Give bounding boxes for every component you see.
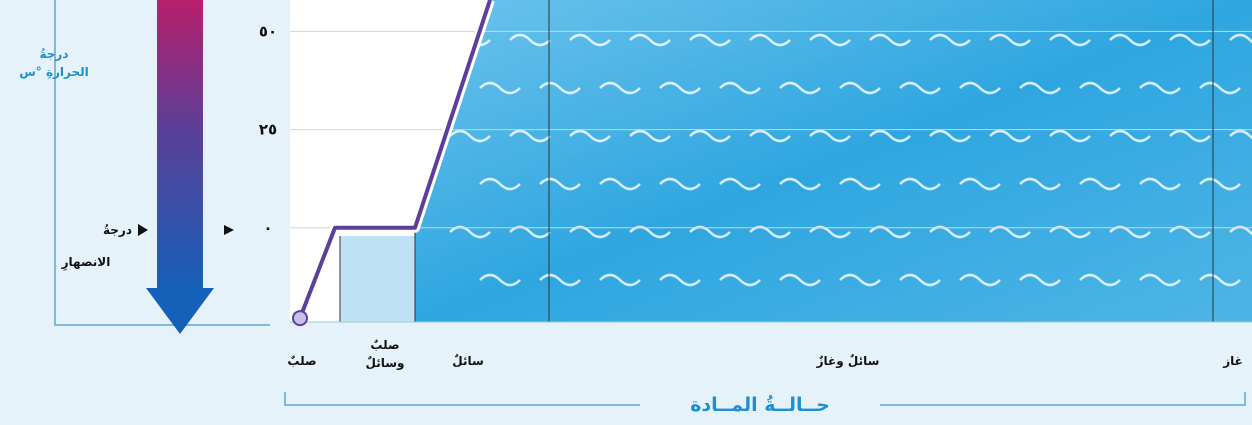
wave (1169, 129, 1211, 143)
wave (1109, 33, 1151, 47)
wave (1199, 81, 1241, 95)
wave (719, 273, 761, 287)
wave (719, 177, 761, 191)
wave (929, 129, 971, 143)
title-bg (640, 395, 880, 417)
wave (1049, 129, 1091, 143)
curve-start (292, 310, 308, 327)
ice-region (340, 236, 415, 322)
pointer (224, 225, 234, 235)
wave (629, 129, 671, 143)
x-tick-label: صلبٌ (287, 354, 317, 368)
wave (959, 273, 1001, 287)
melting-label: درجةُ الانصهارِ (40, 221, 132, 271)
wave (899, 81, 941, 95)
curve (298, 0, 492, 319)
wave (869, 129, 911, 143)
y-label-line: درجةُ (39, 47, 69, 61)
wave (479, 177, 521, 191)
wave (569, 129, 611, 143)
wave (1169, 33, 1211, 47)
wave (689, 129, 731, 143)
wave (959, 177, 1001, 191)
melting-label-line: الانصهارِ (61, 255, 111, 269)
wave (1049, 33, 1091, 47)
wave (659, 273, 701, 287)
wave (1229, 129, 1252, 140)
wave (1139, 177, 1181, 191)
wave (1139, 81, 1181, 95)
wave (989, 129, 1031, 143)
wave (1079, 177, 1121, 191)
wave (869, 33, 911, 47)
wave (1229, 33, 1252, 44)
wave (1139, 273, 1181, 287)
y-label: درجةُ الحرارةِ °س (0, 45, 108, 81)
wave (779, 177, 821, 191)
wave (719, 81, 761, 95)
wave (899, 273, 941, 287)
wave (749, 33, 791, 47)
wave (749, 129, 791, 143)
wave (989, 33, 1031, 47)
x-tick-label: غاز (1223, 354, 1243, 368)
wave (689, 33, 731, 47)
wave (1109, 129, 1151, 143)
wave (839, 81, 881, 95)
wave (599, 81, 641, 95)
melting-label-line: درجةُ (103, 223, 132, 237)
y-label-line: الحرارةِ °س (19, 65, 89, 79)
x-tick-label: سائلٌ (452, 354, 484, 368)
x-tick-label: صلبٌ وسائلٌ (365, 338, 405, 370)
temperature-arrow-head (146, 288, 214, 334)
wave (509, 33, 551, 47)
wave (1019, 273, 1061, 287)
wave (779, 81, 821, 95)
wave (959, 81, 1001, 95)
wave (929, 33, 971, 47)
wave (599, 273, 641, 287)
x-axis-title: حــالــةُ المــادة (690, 394, 830, 416)
wave (1079, 273, 1121, 287)
wave (1199, 177, 1241, 191)
wave (449, 33, 491, 47)
wave (899, 177, 941, 191)
wave (629, 33, 671, 47)
wave (539, 177, 581, 191)
wave (479, 81, 521, 95)
wave (479, 273, 521, 287)
y-tick-label: ٢٥ (259, 121, 277, 139)
wave (569, 33, 611, 47)
wave (1019, 177, 1061, 191)
wave (659, 177, 701, 191)
wave (809, 129, 851, 143)
wave (839, 177, 881, 191)
wave (839, 273, 881, 287)
bracket (54, 0, 270, 326)
wave (1019, 81, 1061, 95)
wave (809, 33, 851, 47)
y-tick-label: ٥٠ (259, 22, 277, 40)
x-tick-label: سائلٌ وغازٌ (816, 354, 880, 368)
wave (1199, 273, 1241, 287)
wave (599, 177, 641, 191)
wave (539, 273, 581, 287)
water (415, 0, 1252, 322)
wave (509, 129, 551, 143)
wave (449, 129, 491, 143)
wave (779, 273, 821, 287)
wave (659, 81, 701, 95)
water-region (415, 0, 1252, 322)
temperature-arrow (157, 0, 203, 290)
wave (539, 81, 581, 95)
y-tick-label: ٠ (263, 219, 272, 237)
pointer (138, 224, 148, 236)
wave (1079, 81, 1121, 95)
